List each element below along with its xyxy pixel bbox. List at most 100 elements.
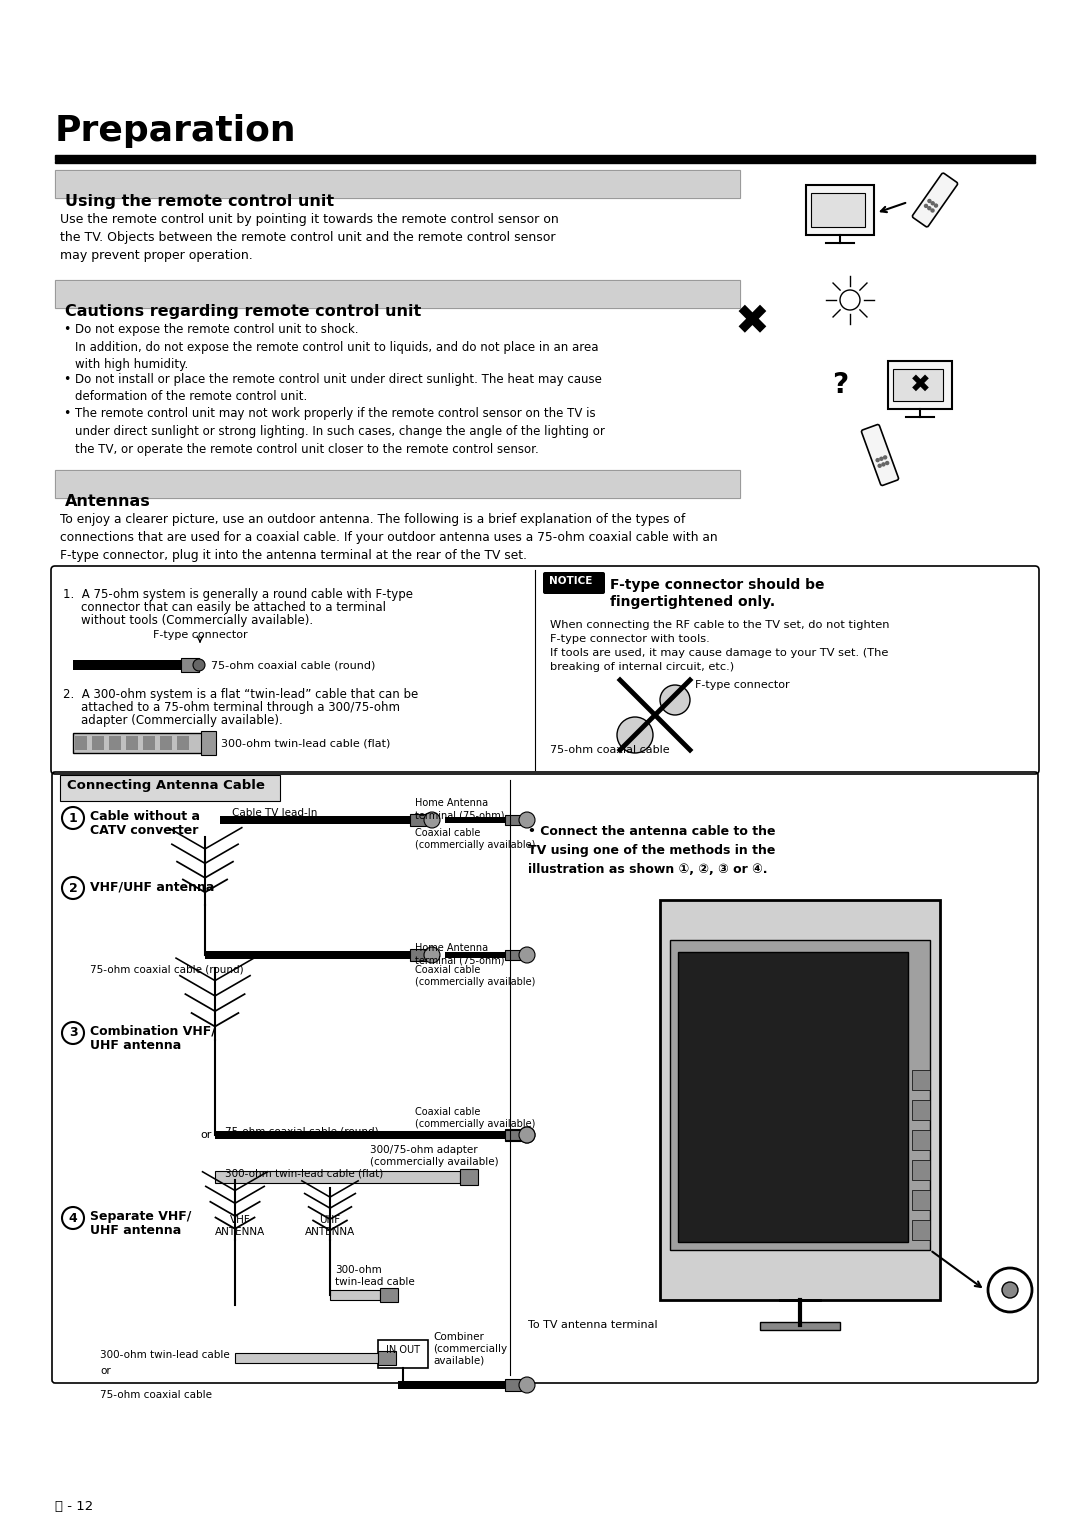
Bar (181, 658, 199, 672)
Text: 2.  A 300-ohm system is a flat “twin-lead” cable that can be: 2. A 300-ohm system is a flat “twin-lead… (63, 689, 418, 701)
Bar (445, 951, 505, 957)
Text: VHF/UHF antenna: VHF/UHF antenna (90, 880, 214, 893)
Text: •: • (63, 324, 70, 336)
Text: F-type connector should be
fingertightened only.: F-type connector should be fingertighten… (610, 579, 824, 609)
Bar (811, 192, 865, 228)
Text: 1: 1 (69, 811, 78, 825)
Text: 75-ohm coaxial cable: 75-ohm coaxial cable (100, 1390, 212, 1400)
Circle shape (931, 202, 934, 205)
Text: 300-ohm
twin-lead cable: 300-ohm twin-lead cable (335, 1264, 415, 1287)
Text: Cable without a: Cable without a (90, 809, 200, 823)
Text: NOTICE: NOTICE (549, 576, 592, 586)
Bar (475, 1132, 505, 1138)
Text: UHF antenna: UHF antenna (90, 1038, 181, 1052)
Circle shape (934, 205, 937, 208)
Circle shape (1002, 1283, 1018, 1298)
Text: UHF antenna: UHF antenna (90, 1225, 181, 1237)
Bar (55, 279, 740, 308)
Text: adapter (Commercially available).: adapter (Commercially available). (81, 715, 283, 727)
Text: Coaxial cable
(commercially available): Coaxial cable (commercially available) (415, 1107, 536, 1130)
Circle shape (931, 209, 934, 212)
Bar (678, 951, 908, 1241)
Text: 300-ohm twin-lead cable (flat): 300-ohm twin-lead cable (flat) (221, 738, 390, 748)
Bar (806, 185, 874, 235)
Bar (55, 470, 740, 498)
Bar (460, 1170, 478, 1185)
Circle shape (924, 205, 928, 208)
Text: Ⓔ - 12: Ⓔ - 12 (55, 1500, 93, 1513)
Text: 1.  A 75-ohm system is generally a round cable with F-type: 1. A 75-ohm system is generally a round … (63, 588, 413, 602)
Text: F-type connector: F-type connector (152, 631, 247, 640)
Bar (55, 160, 1035, 163)
Bar (330, 1290, 380, 1299)
Bar (126, 736, 138, 750)
Text: To enjoy a clearer picture, use an outdoor antenna. The following is a brief exp: To enjoy a clearer picture, use an outdo… (60, 513, 717, 562)
Bar (505, 1379, 521, 1391)
Circle shape (928, 206, 931, 209)
Bar (670, 941, 930, 1251)
Text: Coaxial cable
(commercially available): Coaxial cable (commercially available) (415, 965, 536, 988)
Text: 4: 4 (69, 1211, 78, 1225)
Bar (55, 470, 740, 498)
Text: Connecting Antenna Cable: Connecting Antenna Cable (67, 779, 265, 793)
Text: without tools (Commercially available).: without tools (Commercially available). (81, 614, 313, 628)
Bar (505, 950, 521, 960)
Bar (505, 1130, 521, 1141)
Bar (410, 948, 426, 960)
FancyBboxPatch shape (543, 573, 605, 594)
Bar (220, 815, 410, 825)
Circle shape (660, 686, 690, 715)
Bar (912, 1130, 930, 1150)
Circle shape (519, 812, 535, 828)
Circle shape (519, 947, 535, 964)
Bar (235, 1353, 378, 1364)
Bar (399, 1380, 505, 1390)
Bar (55, 156, 1035, 160)
Text: •: • (63, 408, 70, 420)
Bar (378, 1351, 396, 1365)
Circle shape (878, 464, 881, 467)
Bar (201, 731, 216, 754)
Text: ?: ? (832, 371, 848, 399)
Text: Using the remote control unit: Using the remote control unit (65, 194, 334, 209)
Text: •: • (63, 373, 70, 385)
Text: Preparation: Preparation (55, 115, 297, 148)
Text: 3: 3 (69, 1026, 78, 1040)
Text: Do not expose the remote control unit to shock.
In addition, do not expose the r: Do not expose the remote control unit to… (75, 324, 598, 371)
Bar (912, 1070, 930, 1090)
FancyBboxPatch shape (913, 173, 958, 228)
Bar (143, 736, 156, 750)
Text: or: or (200, 1130, 212, 1141)
Bar (55, 169, 740, 199)
Bar (160, 736, 172, 750)
Bar (73, 660, 183, 670)
Text: Use the remote control unit by pointing it towards the remote control sensor on
: Use the remote control unit by pointing … (60, 212, 558, 263)
Text: Cautions regarding remote control unit: Cautions regarding remote control unit (65, 304, 421, 319)
Text: CATV converter: CATV converter (90, 825, 199, 837)
Bar (760, 1322, 840, 1330)
Bar (912, 1220, 930, 1240)
Bar (505, 1128, 521, 1141)
Bar (177, 736, 189, 750)
Circle shape (883, 457, 887, 460)
Bar (55, 169, 740, 199)
Text: 75-ohm coaxial cable (round): 75-ohm coaxial cable (round) (211, 660, 376, 670)
Text: or: or (100, 1367, 111, 1376)
Bar (660, 899, 940, 1299)
Bar (75, 736, 87, 750)
Text: F-type connector: F-type connector (696, 680, 789, 690)
Bar (55, 279, 740, 308)
Bar (410, 814, 426, 826)
Bar (912, 1161, 930, 1180)
Text: connector that can easily be attached to a terminal: connector that can easily be attached to… (81, 602, 386, 614)
Circle shape (928, 200, 931, 203)
Circle shape (880, 457, 882, 460)
Bar (505, 815, 521, 825)
Bar (73, 733, 203, 753)
Text: 75-ohm coaxial cable (round): 75-ohm coaxial cable (round) (90, 965, 244, 976)
Bar (60, 776, 280, 802)
Text: Do not install or place the remote control unit under direct sunlight. The heat : Do not install or place the remote contr… (75, 373, 602, 403)
Text: To TV antenna terminal: To TV antenna terminal (528, 1319, 658, 1330)
Text: When connecting the RF cable to the TV set, do not tighten
F-type connector with: When connecting the RF cable to the TV s… (550, 620, 890, 672)
Bar (445, 817, 505, 823)
